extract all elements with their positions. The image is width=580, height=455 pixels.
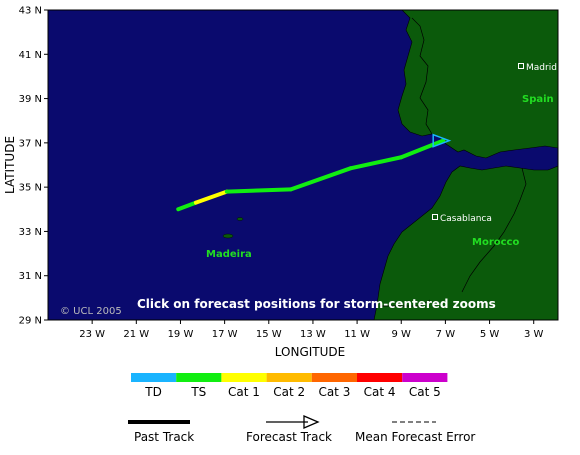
track-segment (224, 187, 293, 194)
category-label: TS (190, 385, 206, 399)
category-swatch (131, 373, 177, 382)
track-legend: Past Track Forecast Track Mean Forecast … (128, 415, 475, 444)
x-tick-label: 13 W (300, 329, 326, 340)
morocco-label: Morocco (472, 237, 519, 248)
x-tick-label: 5 W (480, 329, 500, 340)
mean-error-label: Mean Forecast Error (355, 430, 475, 444)
y-tick-label: 41 N (19, 50, 42, 61)
x-tick-label: 17 W (212, 329, 238, 340)
madrid-label: Madrid (526, 63, 557, 73)
instruction-text: Click on forecast positions for storm-ce… (137, 297, 496, 311)
category-legend: TD TS Cat 1 Cat 2 Cat 3 Cat 4 Cat 5 (131, 373, 448, 399)
category-swatch (357, 373, 403, 382)
track-segment (399, 138, 446, 160)
casablanca-label: Casablanca (440, 214, 492, 224)
y-tick-label: 33 N (19, 227, 42, 238)
madeira-island (222, 233, 234, 239)
land-layer (222, 10, 558, 320)
y-tick-label: 43 N (19, 6, 42, 17)
x-axis-ticks: 23 W 21 W 19 W 17 W 15 W 13 W 11 W 9 W 7 W 5 W 3 W (79, 320, 544, 340)
madrid-marker (518, 63, 524, 69)
y-tick-label: 35 N (19, 183, 42, 194)
category-swatch (176, 373, 222, 382)
porto-santo-island (236, 217, 244, 221)
x-axis-title: LONGITUDE (275, 345, 345, 359)
map-frame (47, 9, 559, 321)
track-segment (193, 189, 229, 205)
africa-land (373, 165, 558, 320)
morocco-algeria-border (461, 167, 527, 293)
casablanca-marker (432, 214, 438, 220)
x-tick-label: 15 W (256, 329, 282, 340)
storm-track[interactable] (176, 133, 452, 212)
category-swatch (221, 373, 267, 382)
portugal-border (411, 17, 433, 135)
x-tick-label: 11 W (344, 329, 370, 340)
copyright-label: © UCL 2005 (60, 306, 122, 317)
y-axis-title: LATITUDE (3, 136, 17, 194)
category-swatch (402, 373, 448, 382)
category-label: Cat 3 (318, 385, 350, 399)
category-label: TD (144, 385, 162, 399)
x-tick-label: 23 W (79, 329, 105, 340)
category-swatch (311, 373, 357, 382)
iberia-land (397, 10, 558, 159)
x-tick-label: 3 W (524, 329, 544, 340)
x-tick-label: 21 W (123, 329, 149, 340)
category-swatch (266, 373, 312, 382)
y-axis-ticks: 43 N 41 N 39 N 37 N 35 N 33 N 31 N 29 N (19, 6, 48, 327)
past-track-label: Past Track (134, 430, 194, 444)
track-segment (288, 166, 353, 192)
western-sahara-border (380, 299, 431, 307)
y-tick-label: 29 N (19, 316, 42, 327)
category-label: Cat 1 (228, 385, 260, 399)
category-label: Cat 4 (364, 385, 396, 399)
forecast-arrow-icon[interactable] (432, 133, 452, 148)
category-label: Cat 5 (409, 385, 441, 399)
forecast-track-label: Forecast Track (246, 430, 332, 444)
madeira-label: Madeira (206, 249, 252, 260)
spain-label: Spain (522, 94, 554, 105)
x-tick-label: 19 W (168, 329, 194, 340)
track-segment (176, 200, 198, 212)
y-tick-label: 31 N (19, 271, 42, 282)
x-tick-label: 9 W (392, 329, 412, 340)
y-tick-label: 39 N (19, 94, 42, 105)
map-panel[interactable]: Madrid Casablanca Spain Morocco Madeira … (47, 9, 559, 321)
track-segment (348, 155, 404, 171)
x-tick-label: 7 W (436, 329, 456, 340)
forecast-arrow-icon (303, 415, 320, 429)
category-label: Cat 2 (273, 385, 305, 399)
y-tick-label: 37 N (19, 138, 42, 149)
